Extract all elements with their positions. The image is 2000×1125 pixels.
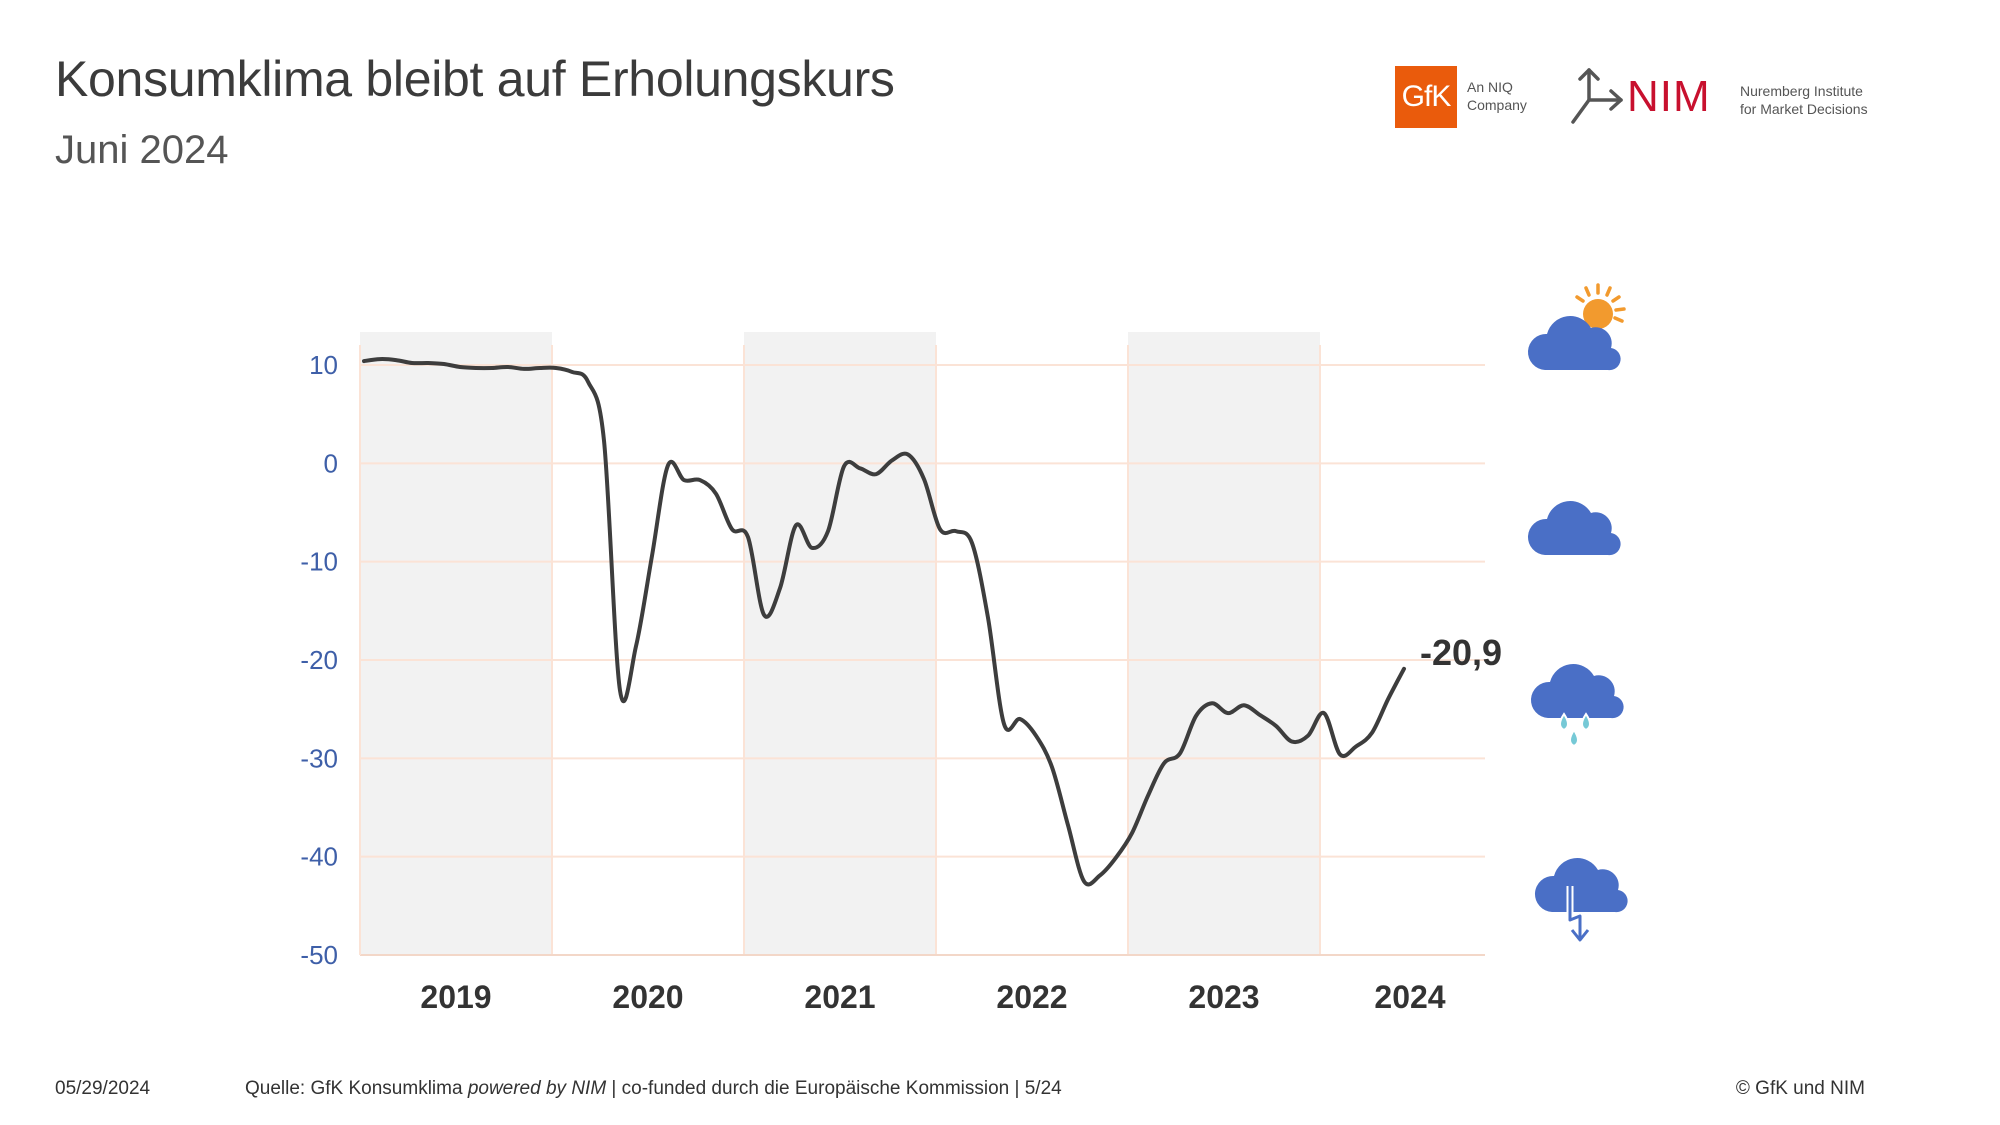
y-axis-ticks: 10 0 -10 -20 -30 -40 -50 (300, 350, 338, 970)
y-tick-label: -40 (300, 842, 338, 872)
source-suffix: | co-funded durch die Europäische Kommis… (606, 1078, 1062, 1099)
grid-lines (359, 345, 1485, 956)
x-axis-year-labels: 2019 2020 2021 2022 2023 2024 (420, 979, 1445, 1015)
x-year-label-2022: 2022 (996, 979, 1067, 1015)
y-tick-label: -20 (300, 645, 338, 675)
y-tick-label: -10 (300, 547, 338, 577)
page-title: Konsumklima bleibt auf Erholungskurs (55, 51, 895, 107)
x-year-label-2024: 2024 (1374, 979, 1445, 1015)
y-tick-label: 10 (309, 350, 338, 380)
gfk-tagline-line-1: An NIQ (1467, 79, 1513, 95)
page-subtitle: Juni 2024 (55, 128, 229, 172)
rain-cloud-icon (1530, 664, 1624, 748)
sun-cloud-icon (1527, 283, 1626, 371)
gfk-tagline-line-2: Company (1467, 97, 1527, 113)
nim-arrow-icon (1571, 68, 1623, 124)
year-band-2023 (1128, 332, 1320, 955)
last-value-label: -20,9 (1420, 632, 1502, 673)
footer-copyright: © GfK und NIM (1735, 1078, 1865, 1099)
gfk-logo: GfK (1395, 66, 1457, 128)
y-tick-label: -30 (300, 743, 338, 773)
x-year-label-2021: 2021 (804, 979, 875, 1015)
x-year-label-2020: 2020 (612, 979, 683, 1015)
gfk-tagline: An NIQ Company (1467, 78, 1547, 114)
source-prefix: Quelle: GfK Konsumklima (245, 1078, 468, 1099)
x-year-label-2023: 2023 (1188, 979, 1259, 1015)
y-tick-label: 0 (324, 448, 338, 478)
nim-tagline-line-2: for Market Decisions (1740, 101, 1868, 117)
footer-date: 05/29/2024 (55, 1078, 151, 1099)
nim-logo: NIM (1627, 72, 1711, 121)
source-italic: powered by NIM (467, 1078, 607, 1099)
y-tick-label: -50 (300, 940, 338, 970)
year-band-2019 (360, 332, 552, 955)
x-year-label-2019: 2019 (420, 979, 491, 1015)
storm-cloud-icon (1534, 858, 1628, 944)
series-line (362, 357, 1406, 887)
footer-source: Quelle: GfK Konsumklima powered by NIM |… (245, 1078, 1062, 1100)
nim-tagline-line-1: Nuremberg Institute (1740, 83, 1863, 99)
logo-group: GfK An NIQ Company NIM Nuremberg Institu… (1395, 62, 1875, 132)
cloud-icon (1527, 501, 1621, 556)
nim-tagline: Nuremberg Institute for Market Decisions (1740, 82, 1890, 118)
year-band-2021 (744, 332, 936, 955)
year-bands (360, 332, 1321, 955)
